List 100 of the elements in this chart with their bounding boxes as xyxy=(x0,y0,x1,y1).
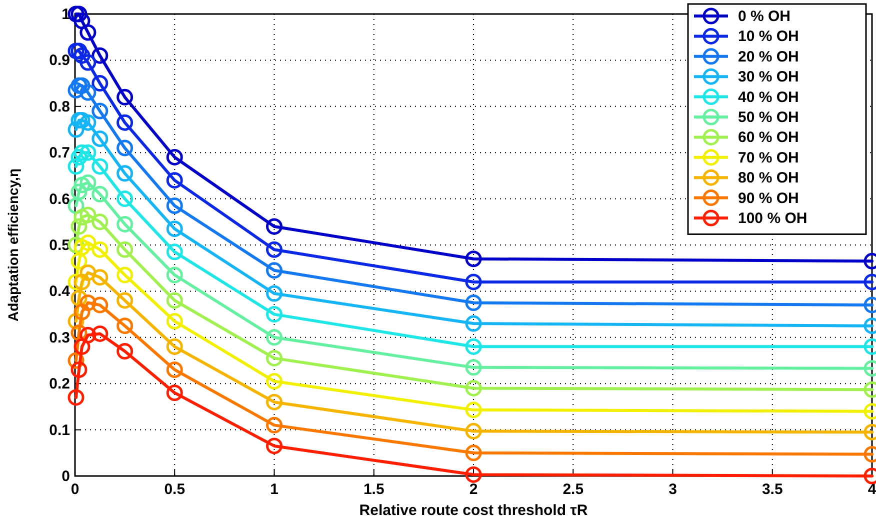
x-tick-label: 1 xyxy=(270,481,278,498)
point xyxy=(266,306,282,323)
point xyxy=(74,274,90,290)
point xyxy=(465,294,482,311)
point xyxy=(266,218,282,235)
point xyxy=(166,338,183,355)
point xyxy=(74,47,90,64)
point xyxy=(70,361,88,378)
point xyxy=(116,241,134,258)
x-tick-label: 3.5 xyxy=(762,481,783,498)
point xyxy=(116,343,134,360)
y-axis-title: Adaptation efficiency,η xyxy=(5,168,21,322)
legend-label: 80 % OH xyxy=(738,170,799,187)
point xyxy=(465,338,482,355)
point xyxy=(80,84,96,101)
y-tick-label: 0.9 xyxy=(49,52,70,70)
point xyxy=(465,466,482,483)
x-axis-title: Relative route cost threshold τR xyxy=(359,502,588,517)
x-tick-label: 2.5 xyxy=(562,481,584,498)
point xyxy=(74,77,90,94)
point xyxy=(465,315,482,332)
x-tick-label: 4 xyxy=(868,481,876,498)
legend-label: 0 % OH xyxy=(738,8,791,25)
point xyxy=(80,54,96,71)
legend-label: 60 % OH xyxy=(738,129,799,146)
point xyxy=(80,264,96,281)
legend-label: 100 % OH xyxy=(738,210,808,227)
point xyxy=(70,112,88,129)
x-tick-label: 3 xyxy=(668,481,677,498)
point xyxy=(166,361,183,378)
y-tick-label: 0.3 xyxy=(49,329,70,346)
point xyxy=(266,438,282,454)
point xyxy=(266,350,282,366)
point xyxy=(266,262,282,279)
point xyxy=(70,6,88,22)
point xyxy=(166,312,183,330)
point xyxy=(70,148,88,166)
point xyxy=(92,269,108,286)
x-tick-label: 1.5 xyxy=(363,481,384,498)
point xyxy=(166,148,183,166)
x-tick-label: 2 xyxy=(469,481,478,498)
point xyxy=(70,77,88,94)
point xyxy=(80,234,96,251)
point xyxy=(166,266,183,284)
point xyxy=(92,186,108,202)
point xyxy=(80,326,96,344)
point xyxy=(74,144,90,161)
point xyxy=(116,292,134,309)
point xyxy=(166,172,183,189)
point xyxy=(116,318,134,334)
point xyxy=(80,144,96,161)
legend-label: 10 % OH xyxy=(738,28,799,46)
point xyxy=(465,402,482,418)
legend-label: 70 % OH xyxy=(738,149,799,166)
point xyxy=(68,158,84,175)
y-tick-label: 0.4 xyxy=(49,283,71,300)
legend-label: 30 % OH xyxy=(738,68,799,86)
point xyxy=(92,214,108,230)
point xyxy=(116,140,134,156)
point xyxy=(80,294,96,311)
point xyxy=(70,184,88,200)
point xyxy=(116,190,134,208)
point xyxy=(74,209,90,226)
point xyxy=(116,114,134,131)
y-tick-label: 0.6 xyxy=(49,190,70,208)
point xyxy=(166,244,183,260)
legend-label: 40 % OH xyxy=(738,88,799,106)
point xyxy=(465,380,482,396)
y-tick-label: 0.2 xyxy=(49,376,70,393)
point xyxy=(465,422,482,440)
point xyxy=(465,250,482,268)
point xyxy=(74,176,90,194)
legend-label: 90 % OH xyxy=(738,190,799,207)
point xyxy=(116,216,134,232)
point xyxy=(116,165,134,182)
point xyxy=(92,325,108,342)
y-tick-label: 0 xyxy=(62,468,70,485)
point xyxy=(70,218,88,235)
point xyxy=(80,24,96,41)
point xyxy=(166,292,183,309)
point xyxy=(92,102,108,120)
point xyxy=(68,42,84,60)
point xyxy=(92,130,108,147)
point xyxy=(465,274,482,290)
point xyxy=(92,241,108,258)
point xyxy=(92,75,108,92)
point xyxy=(266,285,282,302)
point xyxy=(70,42,88,60)
legend-label: 20 % OH xyxy=(738,48,799,66)
point xyxy=(166,220,183,238)
point xyxy=(80,206,96,224)
point xyxy=(266,241,282,258)
point xyxy=(465,444,482,462)
point xyxy=(92,296,108,314)
point xyxy=(266,329,282,346)
point xyxy=(92,158,108,175)
point xyxy=(68,121,84,138)
y-tick-label: 0.8 xyxy=(49,98,70,116)
y-tick-label: 0.7 xyxy=(49,144,70,162)
point xyxy=(74,112,90,129)
